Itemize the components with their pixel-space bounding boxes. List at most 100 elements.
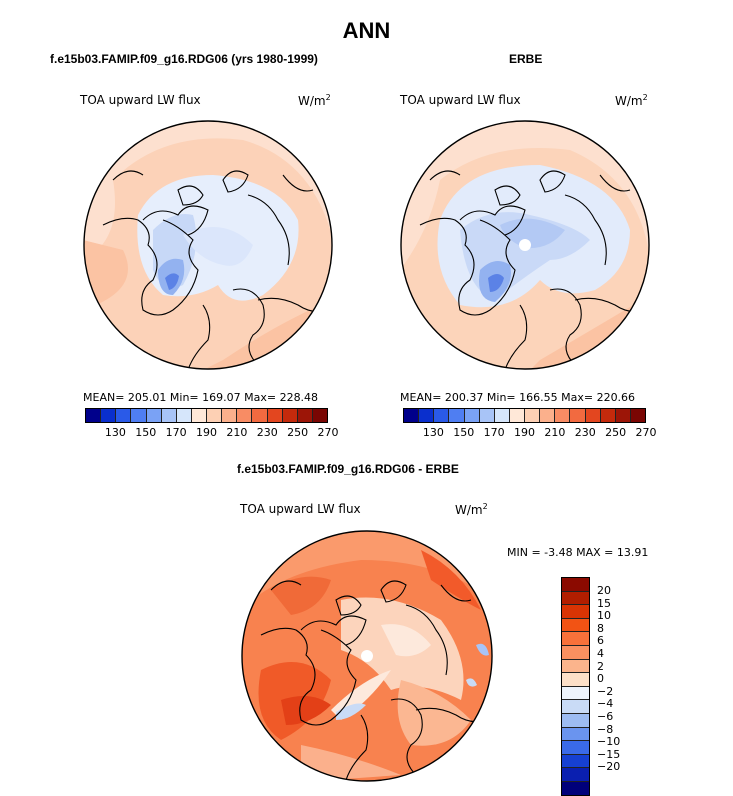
colorbar-tick-label: 250 bbox=[287, 426, 309, 439]
colorbar-swatch bbox=[562, 645, 589, 660]
panel1-header: f.e15b03.FAMIP.f09_g16.RDG06 (yrs 1980-1… bbox=[50, 52, 318, 66]
colorbar-tick-label: 10 bbox=[597, 609, 611, 623]
colorbar-swatch bbox=[404, 409, 420, 422]
colorbar-tick-label: 230 bbox=[256, 426, 278, 439]
colorbar-swatch bbox=[562, 591, 589, 606]
colorbar-swatch bbox=[555, 409, 571, 422]
colorbar-swatch bbox=[161, 409, 177, 422]
panel1-colorbar-labels: 130 150 170 190 210 230 250 270 bbox=[85, 426, 339, 440]
colorbar-swatch bbox=[562, 700, 589, 714]
colorbar-swatch bbox=[86, 409, 102, 422]
colorbar-swatch bbox=[479, 409, 495, 422]
colorbar-swatch bbox=[419, 409, 435, 422]
colorbar-tick-label: 190 bbox=[514, 426, 535, 439]
colorbar-tick-label: 230 bbox=[574, 426, 596, 439]
panel1-colorbar bbox=[85, 408, 328, 423]
colorbar-tick-label: −15 bbox=[597, 747, 621, 761]
panel1-units: W/m2 bbox=[298, 93, 331, 108]
colorbar-swatch bbox=[101, 409, 117, 422]
colorbar-tick-label: 190 bbox=[196, 426, 217, 439]
diff-colorbar bbox=[561, 577, 590, 796]
colorbar-tick-label: 170 bbox=[165, 426, 187, 439]
panel1-map bbox=[83, 120, 333, 370]
colorbar-swatch bbox=[146, 409, 162, 422]
figure-title: ANN bbox=[342, 18, 391, 43]
panel2-variable: TOA upward LW flux bbox=[400, 93, 521, 107]
colorbar-tick-label: −10 bbox=[597, 735, 621, 749]
panel1-variable: TOA upward LW flux bbox=[80, 93, 201, 107]
colorbar-swatch bbox=[600, 409, 616, 422]
colorbar-tick-label: 6 bbox=[597, 634, 604, 648]
colorbar-tick-label: −6 bbox=[597, 710, 614, 723]
diff-header: f.e15b03.FAMIP.f09_g16.RDG06 - ERBE bbox=[237, 462, 459, 476]
colorbar-swatch bbox=[237, 409, 253, 422]
diff-variable: TOA upward LW flux bbox=[240, 502, 361, 516]
colorbar-swatch bbox=[562, 713, 589, 728]
colorbar-tick-label: 210 bbox=[544, 426, 566, 439]
colorbar-swatch bbox=[562, 741, 589, 755]
colorbar-swatch bbox=[570, 409, 586, 422]
diff-units: W/m2 bbox=[455, 502, 488, 517]
colorbar-swatch bbox=[312, 409, 327, 422]
colorbar-tick-label: 250 bbox=[605, 426, 627, 439]
colorbar-swatch bbox=[562, 781, 589, 795]
colorbar-swatch bbox=[562, 754, 589, 769]
colorbar-swatch bbox=[297, 409, 313, 422]
colorbar-swatch bbox=[207, 409, 223, 422]
colorbar-swatch bbox=[434, 409, 450, 422]
colorbar-swatch bbox=[562, 673, 589, 687]
colorbar-tick-label: 150 bbox=[135, 426, 157, 439]
panel2-header: ERBE bbox=[509, 52, 543, 66]
colorbar-swatch bbox=[562, 605, 589, 619]
colorbar-swatch bbox=[282, 409, 298, 422]
colorbar-swatch bbox=[585, 409, 601, 422]
colorbar-swatch bbox=[464, 409, 480, 422]
colorbar-tick-label: 270 bbox=[317, 426, 339, 439]
diff-map bbox=[241, 530, 493, 782]
colorbar-tick-label: 170 bbox=[483, 426, 505, 439]
colorbar-tick-label: 130 bbox=[104, 426, 126, 439]
colorbar-tick-label: 150 bbox=[453, 426, 475, 439]
colorbar-tick-label: 270 bbox=[635, 426, 657, 439]
colorbar-swatch bbox=[252, 409, 268, 422]
colorbar-swatch bbox=[449, 409, 465, 422]
colorbar-swatch bbox=[540, 409, 556, 422]
colorbar-swatch bbox=[630, 409, 645, 422]
colorbar-swatch bbox=[562, 727, 589, 742]
colorbar-swatch bbox=[191, 409, 207, 422]
colorbar-tick-label: −8 bbox=[597, 722, 614, 736]
colorbar-swatch bbox=[131, 409, 147, 422]
colorbar-swatch bbox=[494, 409, 510, 422]
colorbar-tick-label: 4 bbox=[597, 647, 604, 660]
colorbar-tick-label: 210 bbox=[226, 426, 248, 439]
panel2-map bbox=[400, 120, 650, 370]
colorbar-tick-label: 15 bbox=[597, 596, 611, 610]
colorbar-tick-label: 8 bbox=[597, 621, 604, 635]
colorbar-tick-label: −20 bbox=[597, 760, 621, 774]
colorbar-swatch bbox=[525, 409, 541, 422]
panel2-colorbar-labels: 130 150 170 190 210 230 250 270 bbox=[403, 426, 657, 440]
colorbar-swatch bbox=[222, 409, 238, 422]
colorbar-tick-label: −2 bbox=[597, 684, 614, 698]
diff-minmax: MIN = -3.48 MAX = 13.91 bbox=[507, 546, 649, 559]
colorbar-swatch bbox=[509, 409, 525, 422]
panel1-stats: MEAN= 205.01 Min= 169.07 Max= 228.48 bbox=[83, 391, 319, 404]
colorbar-tick-label: 0 bbox=[597, 672, 604, 686]
colorbar-tick-label: 2 bbox=[597, 659, 604, 673]
colorbar-tick-label: 130 bbox=[422, 426, 444, 439]
colorbar-swatch bbox=[267, 409, 283, 422]
colorbar-swatch bbox=[562, 618, 589, 633]
colorbar-swatch bbox=[116, 409, 132, 422]
panel2-colorbar bbox=[403, 408, 646, 423]
colorbar-swatch bbox=[562, 578, 589, 592]
colorbar-swatch bbox=[176, 409, 192, 422]
diff-colorbar-labels: 20 15 10 8 6 4 2 0 −2 −4 −6 −8 −10 −15 −20 bbox=[597, 584, 637, 784]
colorbar-tick-label: 20 bbox=[597, 584, 611, 597]
panel2-stats: MEAN= 200.37 Min= 166.55 Max= 220.66 bbox=[400, 391, 636, 404]
colorbar-tick-label: −4 bbox=[597, 697, 614, 711]
colorbar-swatch bbox=[562, 632, 589, 646]
panel2-units: W/m2 bbox=[615, 93, 648, 108]
colorbar-swatch bbox=[562, 659, 589, 674]
colorbar-swatch bbox=[615, 409, 631, 422]
colorbar-swatch bbox=[562, 686, 589, 701]
